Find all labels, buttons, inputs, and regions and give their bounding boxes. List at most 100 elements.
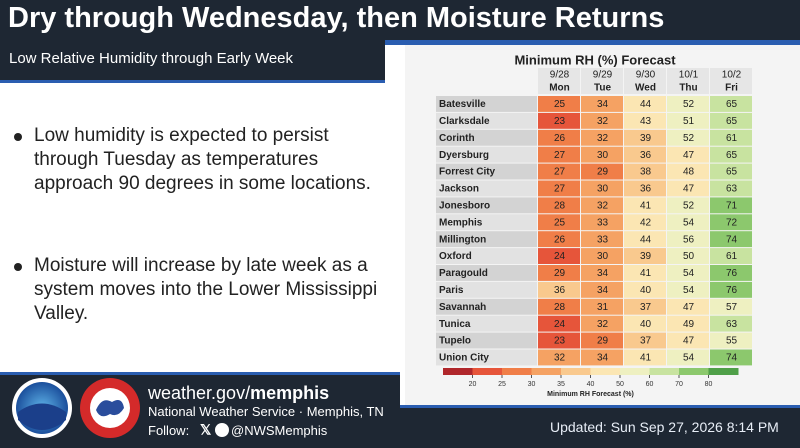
rh-value: 51: [683, 116, 695, 127]
rh-value: 50: [683, 251, 695, 262]
rh-value: 65: [726, 167, 738, 178]
rh-value: 44: [640, 234, 652, 245]
subtitle-bar: [0, 40, 385, 83]
rh-value: 27: [554, 150, 566, 161]
rh-cell: [667, 265, 709, 281]
rh-value: 41: [640, 353, 652, 364]
rh-cell: [667, 349, 709, 366]
rh-value: 61: [726, 251, 738, 262]
header-cell: [624, 68, 666, 94]
social-handle: @NWSMemphis: [231, 423, 328, 438]
rh-value: 47: [683, 150, 695, 161]
rh-value: 63: [726, 319, 738, 330]
city-cell: [436, 146, 537, 163]
bullet-text: Low humidity is expected to persist thro…: [34, 125, 371, 194]
rh-cell: [581, 231, 623, 248]
rh-cell: [538, 96, 580, 112]
rh-value: 26: [554, 234, 566, 245]
rh-cell: [624, 231, 666, 248]
city-cell: [436, 112, 537, 129]
rh-value: 43: [640, 116, 652, 127]
rh-cell: [581, 281, 623, 298]
svg-text:𝕏: 𝕏: [200, 422, 212, 438]
city-cell: [436, 248, 537, 264]
city-cell: [436, 231, 537, 248]
rh-cell: [581, 298, 623, 315]
date-label: 10/2: [722, 70, 742, 81]
rh-cell: [624, 349, 666, 366]
rh-cell: [581, 214, 623, 231]
rh-cell: [624, 214, 666, 231]
rh-cell: [710, 214, 752, 231]
rh-value: 32: [597, 116, 609, 127]
city-cell: [436, 315, 537, 332]
rh-value: 71: [726, 200, 738, 211]
date-label: 10/1: [679, 70, 699, 81]
city-name: Corinth: [439, 133, 475, 144]
rh-value: 40: [640, 319, 652, 330]
website-prefix: weather.gov/: [148, 383, 251, 403]
rh-value: 37: [640, 336, 652, 347]
rh-value: 76: [726, 268, 738, 279]
city-cell: [436, 281, 537, 298]
rh-cell: [581, 146, 623, 163]
rh-value: 30: [597, 150, 609, 161]
rh-value: 27: [554, 167, 566, 178]
rh-cell: [581, 248, 623, 264]
updated: Updated: Sun Sep 27, 2026 8:14 PM: [550, 419, 779, 435]
rh-cell: [667, 248, 709, 264]
rh-value: 28: [554, 302, 566, 313]
rh-value: 63: [726, 184, 738, 195]
rh-cell: [710, 315, 752, 332]
rh-cell: [624, 163, 666, 180]
header-cell: [667, 68, 709, 94]
rh-cell: [581, 112, 623, 129]
rh-value: 61: [726, 133, 738, 144]
rh-cell: [538, 231, 580, 248]
rh-value: 56: [683, 234, 695, 245]
rh-value: 36: [640, 150, 652, 161]
colorbar-tick-label: 70: [675, 381, 683, 388]
rh-value: 52: [683, 200, 695, 211]
rh-value: 34: [597, 285, 609, 296]
city-name: Forrest City: [439, 167, 496, 178]
city-name: Dyersburg: [439, 150, 489, 161]
rh-value: 32: [597, 133, 609, 144]
table-title: Minimum RH (%) Forecast: [514, 52, 676, 67]
rh-value: 55: [726, 336, 738, 347]
rh-cell: [624, 146, 666, 163]
rh-value: 48: [683, 167, 695, 178]
rh-value: 40: [640, 285, 652, 296]
rh-value: 74: [726, 353, 738, 364]
rh-value: 23: [554, 116, 566, 127]
rh-cell: [667, 96, 709, 112]
nws-logo: [80, 378, 140, 438]
city-cell: [436, 197, 537, 214]
bullet-text: Moisture will increase by late week as a…: [34, 255, 378, 324]
rh-cell: [624, 129, 666, 146]
city-name: Oxford: [439, 251, 472, 262]
rh-cell: [538, 265, 580, 281]
rh-cell: [710, 112, 752, 129]
rh-cell: [581, 332, 623, 349]
rh-cell: [624, 332, 666, 349]
rh-value: 29: [597, 167, 609, 178]
day-label: Thu: [679, 83, 697, 94]
rh-value: 25: [554, 99, 566, 110]
rh-cell: [710, 231, 752, 248]
follow-label: Follow:: [148, 423, 190, 438]
city-cell: [436, 129, 537, 146]
rh-value: 39: [640, 133, 652, 144]
rh-value: 37: [640, 302, 652, 313]
rh-value: 54: [683, 353, 695, 364]
city-name: Paris: [439, 285, 464, 296]
rh-value: 54: [683, 268, 695, 279]
rh-cell: [581, 96, 623, 112]
colorbar-segment: [649, 368, 680, 375]
rh-value: 49: [683, 319, 695, 330]
rh-cell: [538, 129, 580, 146]
rh-value: 23: [554, 336, 566, 347]
rh-value: 76: [726, 285, 738, 296]
colorbar-segment: [502, 368, 532, 375]
